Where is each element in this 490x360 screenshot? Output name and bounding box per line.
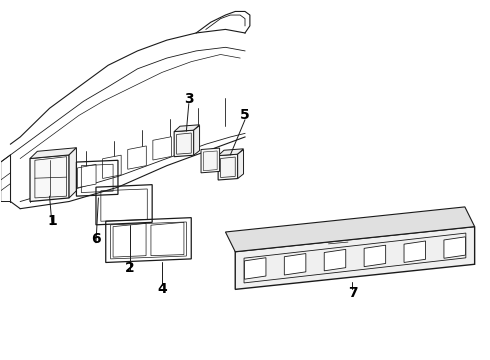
Text: 5: 5	[240, 108, 250, 122]
Polygon shape	[324, 249, 346, 271]
Text: 2: 2	[125, 261, 135, 275]
Polygon shape	[364, 245, 386, 267]
Polygon shape	[178, 127, 196, 151]
Polygon shape	[218, 149, 244, 156]
Polygon shape	[194, 126, 199, 155]
Polygon shape	[245, 258, 266, 279]
Polygon shape	[30, 148, 76, 158]
Polygon shape	[404, 241, 425, 262]
Polygon shape	[102, 155, 121, 179]
Polygon shape	[444, 237, 465, 258]
Text: 7: 7	[348, 286, 357, 300]
Polygon shape	[77, 165, 96, 188]
Polygon shape	[30, 155, 69, 202]
Text: 4: 4	[157, 282, 167, 296]
Polygon shape	[52, 174, 71, 197]
Polygon shape	[201, 148, 220, 173]
Text: 6: 6	[91, 232, 101, 246]
Polygon shape	[0, 155, 10, 202]
Polygon shape	[238, 149, 244, 179]
Polygon shape	[69, 148, 76, 198]
Polygon shape	[174, 125, 199, 132]
Text: 3: 3	[184, 92, 194, 106]
Polygon shape	[235, 226, 475, 289]
Polygon shape	[218, 154, 238, 180]
Polygon shape	[174, 130, 194, 157]
Polygon shape	[225, 207, 475, 252]
Polygon shape	[284, 253, 306, 275]
Polygon shape	[128, 146, 147, 169]
Text: 1: 1	[47, 214, 57, 228]
Polygon shape	[153, 137, 172, 160]
